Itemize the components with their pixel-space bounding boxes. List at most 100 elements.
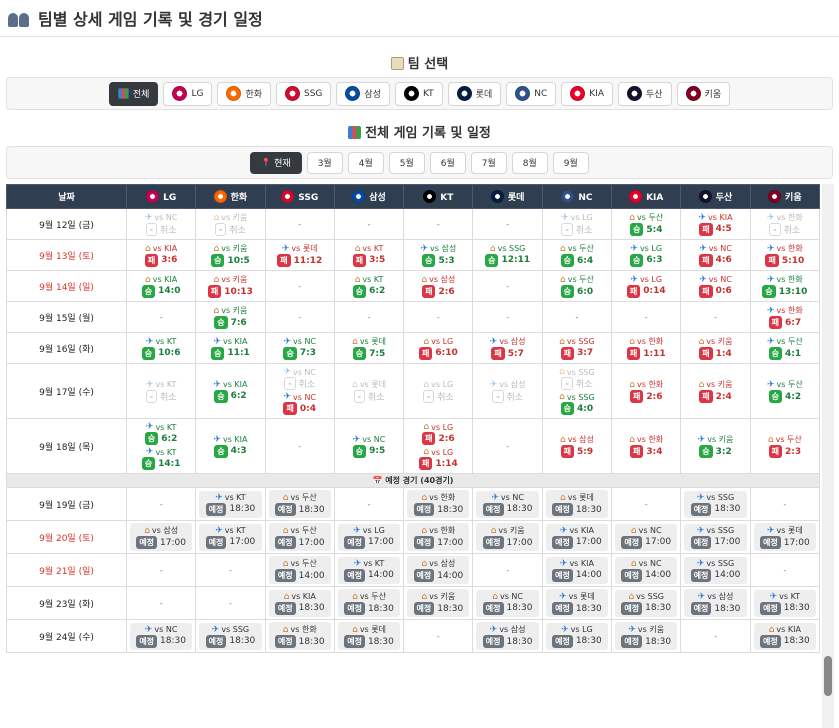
game-entry[interactable]: ✈ vs KIA 예정 14:00 — [545, 556, 609, 584]
team-button-10[interactable]: 키움 — [676, 81, 731, 106]
game-entry[interactable]: ⌂ vs KIA 예정 18:30 — [753, 622, 816, 650]
game-entry[interactable]: ✈ vs LG 패 0:14 — [612, 275, 680, 298]
game-entry[interactable]: ⌂ vs 키움 패 10:13 — [196, 274, 264, 298]
game-entry[interactable]: ⌂ vs 삼성 예정 14:00 — [407, 556, 470, 584]
game-entry[interactable]: ✈ vs NC 예정 18:30 — [476, 490, 539, 518]
game-entry[interactable]: ✈ vs KT 예정 17:00 — [199, 523, 262, 551]
game-entry[interactable]: ✈ vs NC 승 7:3 — [266, 337, 334, 360]
game-entry[interactable]: ✈ vs KT 예정 18:30 — [199, 490, 262, 518]
game-entry[interactable]: ✈ vs LG 승 6:3 — [612, 244, 680, 267]
game-entry[interactable]: ✈ vs SSG 예정 14:00 — [684, 556, 747, 584]
team-button-8[interactable]: KIA — [561, 81, 613, 106]
game-entry[interactable]: ⌂ vs 롯데 - 취소 — [335, 379, 403, 403]
game-entry[interactable]: ✈ vs SSG 예정 17:00 — [684, 523, 747, 551]
game-entry[interactable]: ⌂ vs NC 예정 17:00 — [615, 523, 678, 551]
game-entry[interactable]: ⌂ vs 롯데 승 7:5 — [335, 336, 403, 360]
month-button-6[interactable]: 8월 — [511, 151, 548, 174]
game-entry[interactable]: ✈ vs KIA 패 4:5 — [681, 213, 749, 236]
team-button-4[interactable]: 삼성 — [336, 81, 390, 106]
game-entry[interactable]: ✈ vs KT - 취소 — [127, 380, 195, 403]
game-entry[interactable]: ⌂ vs 두산 예정 14:00 — [268, 556, 331, 584]
game-entry[interactable]: ✈ vs 한화 패 6:7 — [751, 305, 819, 329]
game-entry[interactable]: ✈ vs 삼성 승 5:3 — [404, 243, 472, 267]
game-entry[interactable]: ⌂ vs 두산 승 5:4 — [612, 212, 680, 236]
game-entry[interactable]: ⌂ vs KIA 예정 18:30 — [268, 589, 331, 617]
scrollbar-thumb[interactable] — [824, 656, 832, 696]
game-entry[interactable]: ✈ vs NC 패 4:6 — [681, 244, 749, 267]
team-button-2[interactable]: 한화 — [217, 81, 271, 106]
game-entry[interactable]: ✈ vs KIA 예정 17:00 — [545, 523, 609, 551]
game-entry[interactable]: ⌂ vs 두산 승 6:4 — [543, 243, 611, 267]
game-entry[interactable]: ⌂ vs LG - 취소 — [404, 380, 472, 403]
team-button-7[interactable]: NC — [506, 81, 557, 106]
month-button-3[interactable]: 5월 — [388, 151, 425, 174]
game-entry[interactable]: ✈ vs 삼성 - 취소 — [473, 379, 541, 403]
game-entry[interactable]: ⌂ vs 키움 예정 17:00 — [476, 523, 539, 551]
game-entry[interactable]: ⌂ vs KT 패 3:5 — [335, 244, 403, 267]
game-entry[interactable]: ✈ vs LG 예정 17:00 — [337, 523, 401, 551]
game-entry[interactable]: ⌂ vs LG 패 2:6 — [404, 422, 472, 445]
schedule-table-container[interactable]: 날짜 LG 한화 SSG 삼성 KT 롯데 NC KIA 두산 키움 9월 12일 (금) ✈ vs N… — [6, 184, 820, 728]
game-entry[interactable]: ⌂ vs NC 예정 14:00 — [615, 556, 678, 584]
game-entry[interactable]: ✈ vs NC 패 0:6 — [681, 275, 749, 298]
game-entry[interactable]: ⌂ vs 키움 승 10:5 — [196, 243, 264, 267]
game-entry[interactable]: ⌂ vs 키움 예정 18:30 — [407, 589, 470, 617]
game-entry[interactable]: ⌂ vs SSG 승 4:0 — [543, 392, 611, 415]
game-entry[interactable]: ⌂ vs 한화 패 1:11 — [612, 336, 680, 360]
game-entry[interactable]: ⌂ vs 롯데 예정 18:30 — [545, 490, 609, 518]
game-entry[interactable]: ✈ vs 한화 패 5:10 — [751, 243, 819, 267]
game-entry[interactable]: ✈ vs 롯데 예정 18:30 — [545, 589, 609, 617]
game-entry[interactable]: ✈ vs NC 승 9:5 — [335, 435, 403, 458]
game-entry[interactable]: ⌂ vs 키움 패 1:4 — [681, 336, 749, 360]
month-button-7[interactable]: 9월 — [552, 151, 589, 174]
game-entry[interactable]: ✈ vs 한화 - 취소 — [751, 212, 819, 236]
game-entry[interactable]: ✈ vs LG 예정 18:30 — [545, 622, 609, 650]
game-entry[interactable]: ✈ vs 키움 승 3:2 — [681, 434, 749, 458]
game-entry[interactable]: ⌂ vs 삼성 패 5:9 — [543, 434, 611, 458]
month-button-1[interactable]: 3월 — [306, 151, 343, 174]
game-entry[interactable]: ⌂ vs 한화 패 3:4 — [612, 434, 680, 458]
game-entry[interactable]: ✈ vs NC 패 0:4 — [266, 392, 334, 415]
game-entry[interactable]: ⌂ vs LG 패 1:14 — [404, 447, 472, 470]
game-entry[interactable]: ✈ vs NC - 취소 — [127, 213, 195, 236]
game-entry[interactable]: ⌂ vs 삼성 패 2:6 — [404, 274, 472, 298]
team-button-9[interactable]: 두산 — [617, 81, 672, 106]
month-button-2[interactable]: 4월 — [347, 151, 384, 174]
game-entry[interactable]: ✈ vs 키움 예정 18:30 — [615, 622, 678, 650]
game-entry[interactable]: ✈ vs KT 예정 18:30 — [753, 589, 816, 617]
game-entry[interactable]: ✈ vs KIA 승 6:2 — [196, 380, 264, 403]
game-entry[interactable]: ✈ vs KT 승 6:2 — [127, 422, 195, 445]
game-entry[interactable]: ⌂ vs 두산 예정 17:00 — [268, 523, 331, 551]
game-entry[interactable]: ✈ vs 한화 승 13:10 — [751, 274, 819, 298]
game-entry[interactable]: ⌂ vs SSG 예정 18:30 — [615, 589, 678, 617]
team-button-1[interactable]: LG — [163, 81, 213, 106]
game-entry[interactable]: ⌂ vs 한화 예정 17:00 — [407, 523, 470, 551]
game-entry[interactable]: ⌂ vs KIA 승 14:0 — [127, 275, 195, 298]
game-entry[interactable]: ✈ vs SSG 예정 18:30 — [199, 622, 262, 650]
game-entry[interactable]: ⌂ vs 키움 패 2:4 — [681, 379, 749, 403]
game-entry[interactable]: ✈ vs 롯데 예정 17:00 — [753, 523, 816, 551]
game-entry[interactable]: ⌂ vs KIA 패 3:6 — [127, 244, 195, 267]
game-entry[interactable]: ✈ vs 두산 승 4:2 — [751, 379, 819, 403]
game-entry[interactable]: ⌂ vs 두산 예정 18:30 — [337, 589, 401, 617]
game-entry[interactable]: ✈ vs 삼성 패 5:7 — [473, 336, 541, 360]
game-entry[interactable]: ⌂ vs 한화 예정 18:30 — [407, 490, 470, 518]
game-entry[interactable]: ⌂ vs LG 패 6:10 — [404, 337, 472, 360]
game-entry[interactable]: ✈ vs KT 예정 14:00 — [337, 556, 401, 584]
game-entry[interactable]: ✈ vs KT 승 14:1 — [127, 447, 195, 470]
game-entry[interactable]: ✈ vs KT 승 10:6 — [127, 337, 195, 360]
game-entry[interactable]: ✈ vs 두산 승 4:1 — [751, 336, 819, 360]
game-entry[interactable]: ⌂ vs 롯데 예정 18:30 — [337, 622, 401, 650]
month-button-0[interactable]: 📍 현재 — [250, 151, 302, 174]
game-entry[interactable]: ⌂ vs SSG 승 12:11 — [473, 244, 541, 267]
game-entry[interactable]: ✈ vs LG - 취소 — [543, 213, 611, 236]
game-entry[interactable]: ✈ vs 롯데 패 11:12 — [266, 243, 334, 267]
month-button-4[interactable]: 6월 — [429, 151, 466, 174]
game-entry[interactable]: ✈ vs NC 예정 18:30 — [130, 622, 193, 650]
game-entry[interactable]: ⌂ vs SSG 패 3:7 — [543, 337, 611, 360]
game-entry[interactable]: ⌂ vs 두산 예정 18:30 — [268, 490, 331, 518]
team-button-6[interactable]: 롯데 — [447, 81, 502, 106]
game-entry[interactable]: ⌂ vs NC 예정 18:30 — [476, 589, 539, 617]
game-entry[interactable]: ⌂ vs SSG - 취소 — [543, 367, 611, 390]
game-entry[interactable]: ✈ vs 삼성 예정 18:30 — [476, 622, 539, 650]
